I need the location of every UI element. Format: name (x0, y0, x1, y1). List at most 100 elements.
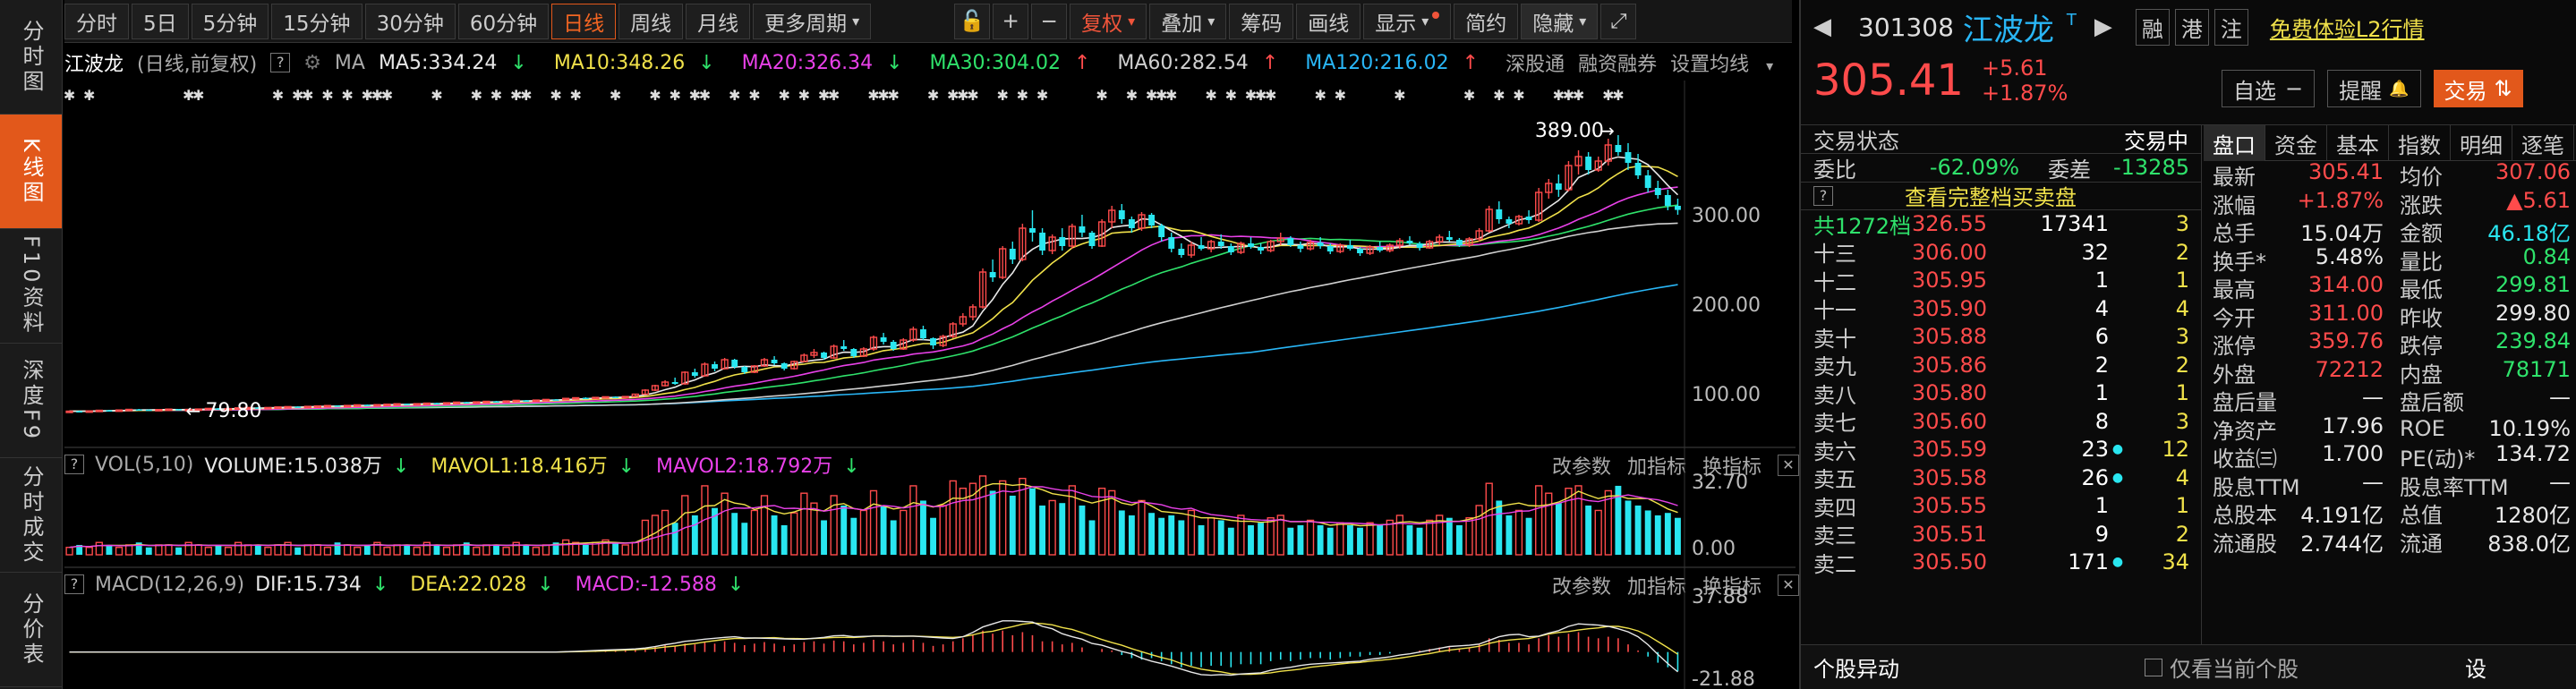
candle[interactable] (869, 336, 878, 350)
event-marker[interactable]: ✱ (1205, 87, 1216, 104)
candle[interactable] (1326, 246, 1334, 251)
watchlist-button[interactable]: 自选 − (2222, 70, 2316, 107)
rail-item-2[interactable]: F10资料 (0, 229, 62, 344)
candle[interactable] (175, 409, 182, 411)
event-marker[interactable]: ✱ (1553, 87, 1565, 104)
help-icon[interactable]: ? (270, 53, 291, 72)
quote-tab-4[interactable]: 明细 (2451, 125, 2512, 161)
candle[interactable] (1019, 227, 1027, 260)
candle[interactable] (939, 336, 947, 346)
candle[interactable] (1079, 226, 1086, 233)
ask-row[interactable]: 卖七 305.60 8 3 (1801, 407, 2201, 437)
ask-row[interactable]: 卖二 305.50 171 ● 34 (1801, 549, 2201, 577)
candle[interactable] (731, 360, 738, 367)
event-marker[interactable]: ✱ (183, 87, 194, 104)
candle[interactable] (1585, 157, 1592, 170)
candle[interactable] (959, 316, 967, 325)
candle[interactable] (930, 338, 936, 345)
rail-item-3[interactable]: 深度F9 (0, 344, 62, 458)
candle[interactable] (999, 248, 1007, 278)
candle[interactable] (204, 407, 212, 411)
candle[interactable] (1287, 238, 1294, 245)
rail-item-0[interactable]: 分时图 (0, 0, 62, 115)
event-marker[interactable]: ✱ (1255, 87, 1267, 104)
candle[interactable] (821, 353, 827, 358)
candle[interactable] (1406, 241, 1413, 243)
candle[interactable] (701, 363, 709, 377)
candle[interactable] (671, 382, 678, 384)
candle[interactable] (750, 365, 759, 373)
candle[interactable] (334, 405, 341, 407)
candle[interactable] (1377, 247, 1384, 251)
candle[interactable] (1436, 236, 1444, 242)
event-marker[interactable]: ✱ (1602, 87, 1614, 104)
quote-tab-0[interactable]: 盘口 (2204, 125, 2265, 161)
event-marker[interactable]: ✱ (381, 87, 393, 104)
candle[interactable] (194, 408, 202, 412)
zhu-badge[interactable]: 注 (2213, 8, 2248, 46)
candle[interactable] (284, 405, 292, 409)
event-marker[interactable]: ✱ (1245, 87, 1257, 104)
candle[interactable] (1675, 206, 1681, 210)
ask-row[interactable]: 卖四 305.55 1 1 (1801, 492, 2201, 521)
candle[interactable] (1545, 183, 1553, 193)
candle[interactable] (244, 406, 252, 410)
event-marker[interactable]: ✱ (1156, 87, 1167, 104)
chips-button[interactable]: 筹码 (1229, 3, 1294, 39)
candle[interactable] (1455, 240, 1463, 245)
event-marker[interactable]: ✱ (818, 87, 830, 104)
candle[interactable] (1237, 242, 1245, 253)
candle[interactable] (1574, 156, 1582, 166)
event-marker[interactable]: ✱ (570, 87, 582, 104)
close-icon[interactable]: ✕ (1778, 455, 1799, 476)
candle[interactable] (1039, 233, 1046, 251)
zoom-in-icon[interactable]: + (993, 3, 1029, 39)
candle[interactable] (741, 367, 748, 372)
candle[interactable] (572, 396, 580, 400)
event-marker[interactable]: ✱ (292, 87, 303, 104)
event-marker[interactable]: ✱ (431, 87, 442, 104)
candle[interactable] (294, 406, 302, 408)
candle[interactable] (155, 409, 163, 412)
event-marker[interactable]: ✱ (947, 87, 959, 104)
event-marker[interactable]: ✱ (550, 87, 561, 104)
candle[interactable] (631, 393, 639, 397)
kline-chart[interactable]: ✱ ✱ ✱✱ ✱ ✱✱ ✱ ✱ ✱✱✱ ✱ ✱ ✱ ✱✱ ✱ ✱ ✱ ✱ ✱ ✱✱ ✱ ✱ ✱ ✱ ✱✱ ✱✱✱ ✱ ✱✱✱ ✱ ✱ ✱… (64, 81, 1796, 689)
candle[interactable] (442, 402, 451, 405)
candle[interactable] (354, 404, 362, 407)
event-marker[interactable]: ✱ (520, 87, 532, 104)
event-marker[interactable]: ✱ (362, 87, 373, 104)
event-marker[interactable]: ✱ (967, 87, 978, 104)
candle[interactable] (393, 403, 401, 406)
hide-dropdown[interactable]: 隐藏 ▾ (1521, 3, 1599, 39)
event-marker[interactable]: ✱ (1126, 87, 1138, 104)
candle[interactable] (651, 385, 660, 391)
candle[interactable] (1297, 245, 1304, 249)
candle[interactable] (1048, 236, 1056, 251)
fuquan-dropdown[interactable]: 复权 ▾ (1070, 3, 1147, 39)
candle[interactable] (552, 399, 559, 401)
candle[interactable] (106, 410, 113, 413)
add-indicator-button[interactable]: 加指标 (1626, 576, 1686, 599)
lock-icon[interactable]: 🔓 (954, 3, 991, 39)
settings-button[interactable]: 设 (2465, 657, 2486, 682)
free-l2-link[interactable]: 免费体验L2行情 (2269, 16, 2425, 42)
event-marker[interactable]: ✱ (1573, 87, 1584, 104)
candle[interactable] (1118, 210, 1125, 219)
event-marker[interactable]: ✱ (1314, 87, 1326, 104)
candle[interactable] (1416, 243, 1423, 248)
candle[interactable] (1426, 241, 1434, 249)
candle[interactable] (1276, 237, 1284, 242)
quote-tab-1[interactable]: 资金 (2265, 125, 2327, 161)
event-marker[interactable]: ✱ (490, 87, 502, 104)
ask-row[interactable]: 卖三 305.51 9 2 (1801, 520, 2201, 549)
swap-indicator-button[interactable]: 换指标 (1702, 456, 1761, 479)
period-tab-4[interactable]: 30分钟 (364, 3, 456, 39)
candle[interactable] (780, 363, 788, 369)
event-marker[interactable]: ✱ (1225, 87, 1237, 104)
quote-tab-5[interactable]: 逐笔 (2512, 125, 2574, 161)
rail-item-5[interactable]: 分价表 (0, 573, 62, 687)
help-icon[interactable]: ? (64, 455, 84, 474)
event-marker[interactable]: ✱ (689, 87, 701, 104)
candle[interactable] (512, 399, 520, 403)
